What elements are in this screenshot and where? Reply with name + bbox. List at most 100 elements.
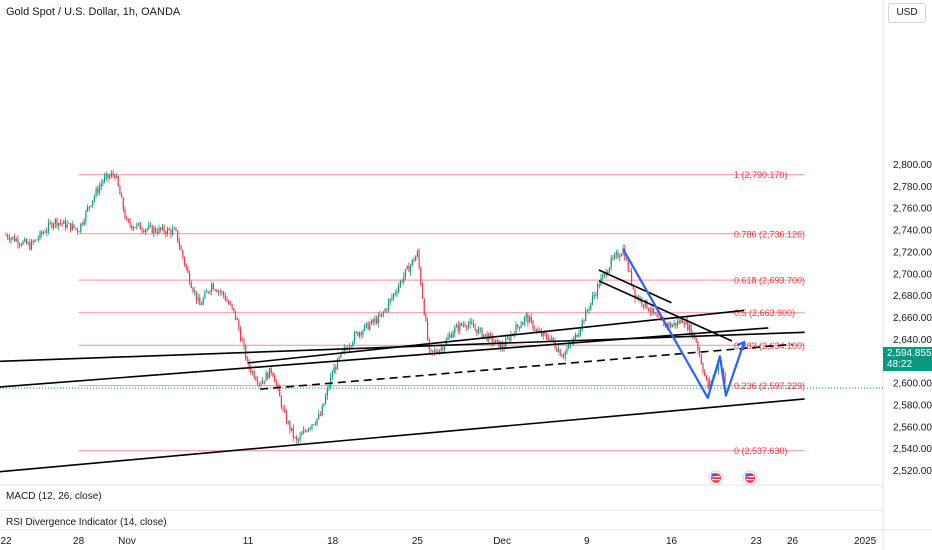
currency-button[interactable]: USD — [888, 3, 926, 23]
candle — [80, 223, 82, 234]
candle — [226, 296, 228, 302]
candle — [90, 205, 92, 208]
candle — [323, 403, 325, 407]
candle-body — [46, 230, 48, 233]
candle-body — [403, 276, 405, 282]
candle — [105, 171, 107, 181]
candle — [391, 293, 393, 301]
candle-body — [591, 296, 594, 303]
rsi-indicator-label[interactable]: RSI Divergence Indicator (14, close) — [6, 517, 167, 528]
candle-body — [530, 317, 532, 321]
candle-body — [493, 342, 495, 344]
fib-level-label: 0.786 (2,736.126) — [734, 229, 805, 239]
candle — [155, 226, 157, 234]
macd-indicator-label[interactable]: MACD (12, 26, close) — [6, 491, 102, 502]
candle — [442, 345, 444, 353]
candle — [374, 315, 376, 326]
candle-body — [495, 339, 497, 343]
candle — [608, 266, 611, 274]
candle — [394, 290, 396, 297]
candle — [377, 312, 379, 328]
candle — [495, 339, 497, 343]
candle — [598, 282, 600, 289]
candle-body — [557, 349, 560, 352]
candle — [580, 328, 582, 337]
candle-body — [202, 298, 204, 305]
candle — [697, 340, 699, 354]
candle — [216, 288, 218, 293]
candle-body — [280, 396, 282, 408]
candle-body — [37, 238, 39, 240]
candle-body — [29, 242, 31, 250]
candle — [172, 225, 174, 237]
candle — [173, 226, 175, 230]
candle-body — [83, 221, 85, 225]
candle-body — [139, 223, 141, 230]
candle — [574, 332, 577, 341]
candle — [122, 196, 124, 213]
candle-body — [581, 320, 583, 329]
candle-body — [455, 325, 458, 328]
candle — [258, 382, 260, 388]
candle — [557, 345, 560, 353]
fib-level-label: 1 (2,790.170) — [734, 170, 788, 180]
candle — [382, 310, 384, 318]
candle-body — [333, 367, 335, 374]
candle-body — [131, 225, 133, 229]
candle — [455, 323, 458, 328]
candle — [192, 286, 194, 294]
candle — [316, 418, 318, 427]
candle-body — [540, 331, 543, 336]
candle — [294, 436, 296, 439]
candle — [58, 222, 60, 231]
candle-body — [415, 256, 417, 261]
candle — [360, 331, 362, 339]
candle-body — [143, 230, 145, 232]
candle — [126, 215, 128, 221]
candle — [177, 230, 179, 244]
candle-body — [671, 325, 673, 328]
candle — [704, 369, 706, 377]
candle-body — [377, 315, 379, 324]
candle-body — [183, 257, 186, 265]
candle — [619, 253, 621, 262]
candle-body — [8, 238, 10, 241]
candle — [357, 331, 359, 337]
candle-body — [335, 367, 337, 370]
candle — [530, 313, 532, 324]
candle-body — [124, 209, 126, 219]
candle-body — [219, 291, 221, 293]
candle — [250, 364, 252, 376]
candle-body — [267, 372, 269, 379]
candle — [270, 365, 272, 376]
candle-body — [680, 318, 682, 323]
candle-body — [483, 334, 485, 338]
candle-body — [306, 431, 308, 432]
candle-body — [685, 319, 687, 325]
candle — [353, 330, 356, 345]
candle-body — [430, 349, 432, 351]
candle-body — [522, 322, 524, 325]
candle-body — [209, 291, 211, 293]
candle — [614, 252, 616, 261]
candle — [399, 279, 401, 288]
candle-body — [178, 241, 180, 247]
candle — [78, 230, 80, 233]
candle — [229, 300, 231, 306]
candle-body — [676, 320, 679, 326]
candle-body — [484, 334, 486, 335]
candle — [384, 307, 386, 313]
candle — [416, 249, 418, 258]
candle-body — [126, 218, 128, 220]
candle — [37, 235, 39, 243]
candle-body — [296, 437, 298, 441]
candle — [479, 327, 481, 333]
candle — [563, 352, 565, 360]
candle-body — [394, 293, 396, 294]
candle-body — [466, 326, 468, 328]
candle — [396, 288, 398, 298]
event-flag-stripe — [746, 476, 754, 478]
candle — [670, 321, 672, 329]
candle-body — [518, 326, 520, 328]
